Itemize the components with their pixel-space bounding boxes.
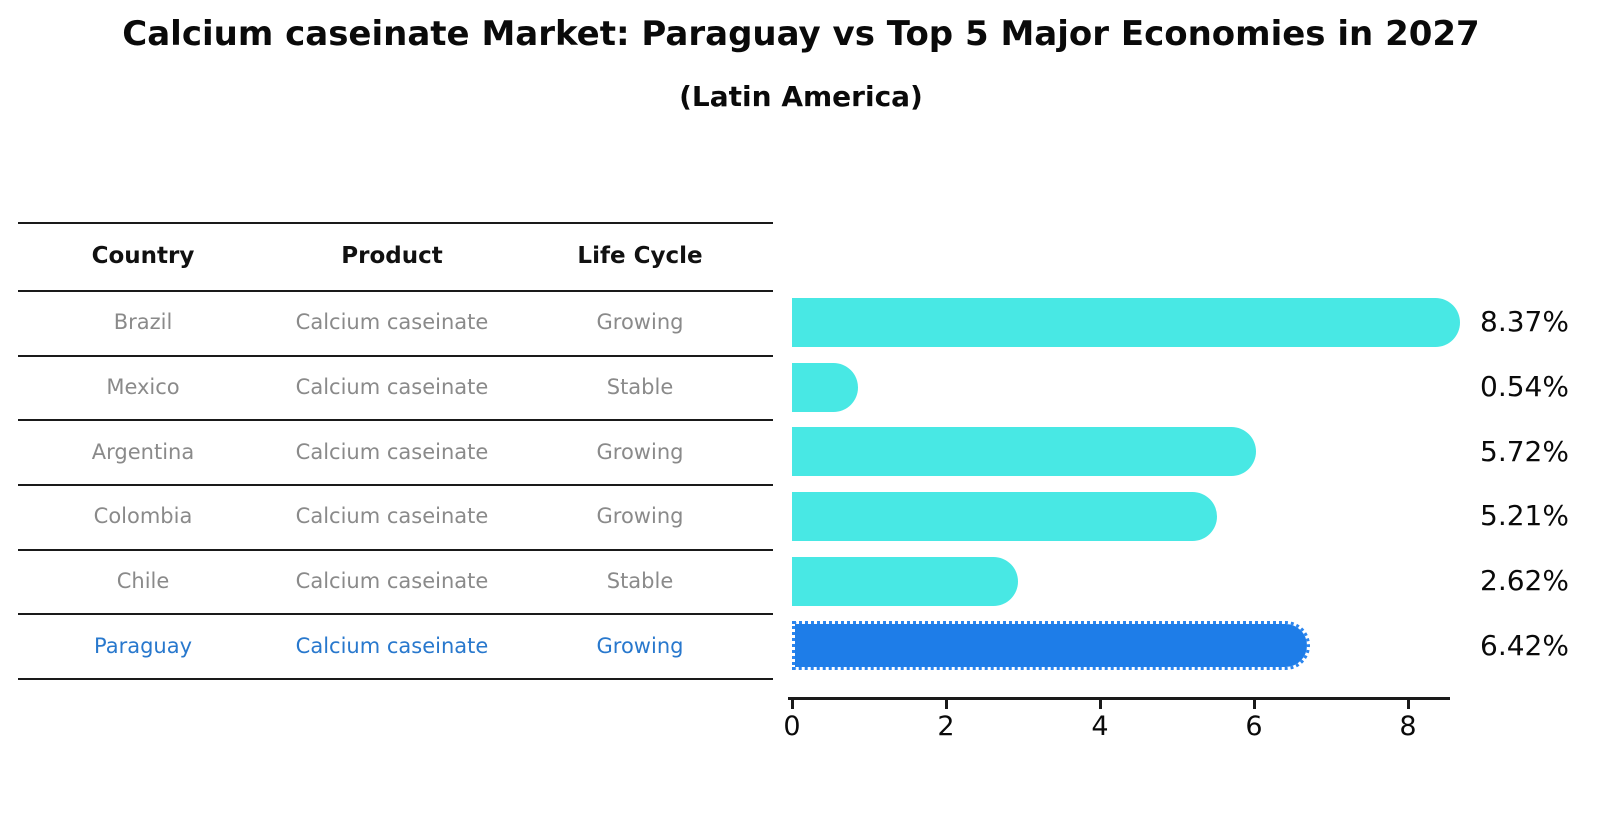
x-axis-line bbox=[788, 697, 1450, 700]
table-cell-country: Argentina bbox=[91, 439, 195, 464]
table-cell-country: Chile bbox=[116, 568, 170, 593]
x-tick-label: 4 bbox=[1091, 711, 1109, 742]
value-label-chile: 2.62% bbox=[1480, 564, 1569, 597]
table-cell-product: Calcium caseinate bbox=[295, 633, 489, 658]
bar-paraguay bbox=[792, 621, 1311, 671]
value-label-colombia: 5.21% bbox=[1480, 499, 1569, 533]
chart-title: Calcium caseinate Market: Paraguay vs To… bbox=[122, 14, 1480, 54]
table-cell-country: Paraguay bbox=[93, 633, 193, 658]
value-label-paraguay: 6.42% bbox=[1480, 628, 1569, 662]
x-tick bbox=[790, 697, 794, 709]
table-cell-life_cycle: Stable bbox=[606, 374, 674, 399]
table-cell-life_cycle: Growing bbox=[596, 633, 684, 658]
value-label-mexico: 0.54% bbox=[1480, 370, 1569, 403]
bar-chile bbox=[792, 556, 1018, 606]
value-label-argentina: 5.72% bbox=[1480, 434, 1569, 468]
table-divider bbox=[18, 484, 773, 486]
table-cell-product: Calcium caseinate bbox=[295, 504, 489, 529]
table-cell-product: Calcium caseinate bbox=[295, 568, 489, 593]
table-cell-life_cycle: Stable bbox=[606, 568, 674, 593]
table-divider bbox=[18, 222, 773, 224]
bar-mexico bbox=[792, 362, 858, 412]
table-divider bbox=[18, 419, 773, 422]
table-header-product: Product bbox=[341, 243, 443, 269]
table-header-country: Country bbox=[91, 243, 195, 269]
table-header-life-cycle: Life Cycle bbox=[577, 243, 703, 269]
table-cell-country: Colombia bbox=[93, 504, 193, 529]
table-cell-product: Calcium caseinate bbox=[295, 310, 489, 335]
table-cell-life_cycle: Growing bbox=[596, 310, 684, 335]
table-divider bbox=[18, 613, 773, 616]
table-divider bbox=[18, 290, 773, 292]
x-tick-label: 6 bbox=[1245, 711, 1263, 742]
table-cell-life_cycle: Growing bbox=[596, 439, 684, 464]
table-cell-life_cycle: Growing bbox=[596, 504, 684, 529]
table-cell-product: Calcium caseinate bbox=[295, 374, 489, 399]
table-cell-product: Calcium caseinate bbox=[295, 439, 489, 464]
x-tick-label: 0 bbox=[783, 711, 801, 742]
x-tick bbox=[1252, 697, 1256, 709]
bar-colombia bbox=[792, 492, 1218, 541]
x-tick bbox=[1098, 697, 1102, 709]
table-cell-country: Mexico bbox=[106, 374, 180, 399]
x-tick-label: 2 bbox=[937, 711, 955, 742]
table-divider bbox=[18, 354, 773, 357]
x-tick bbox=[1406, 697, 1410, 709]
table-divider bbox=[18, 678, 773, 680]
bar-brazil bbox=[792, 298, 1461, 347]
value-label-brazil: 8.37% bbox=[1480, 305, 1569, 339]
x-tick-label: 8 bbox=[1399, 711, 1417, 742]
chart-subtitle: (Latin America) bbox=[679, 80, 923, 113]
x-tick bbox=[944, 697, 948, 709]
bar-argentina bbox=[792, 427, 1257, 477]
table-divider bbox=[18, 548, 773, 551]
table-cell-country: Brazil bbox=[113, 310, 173, 335]
